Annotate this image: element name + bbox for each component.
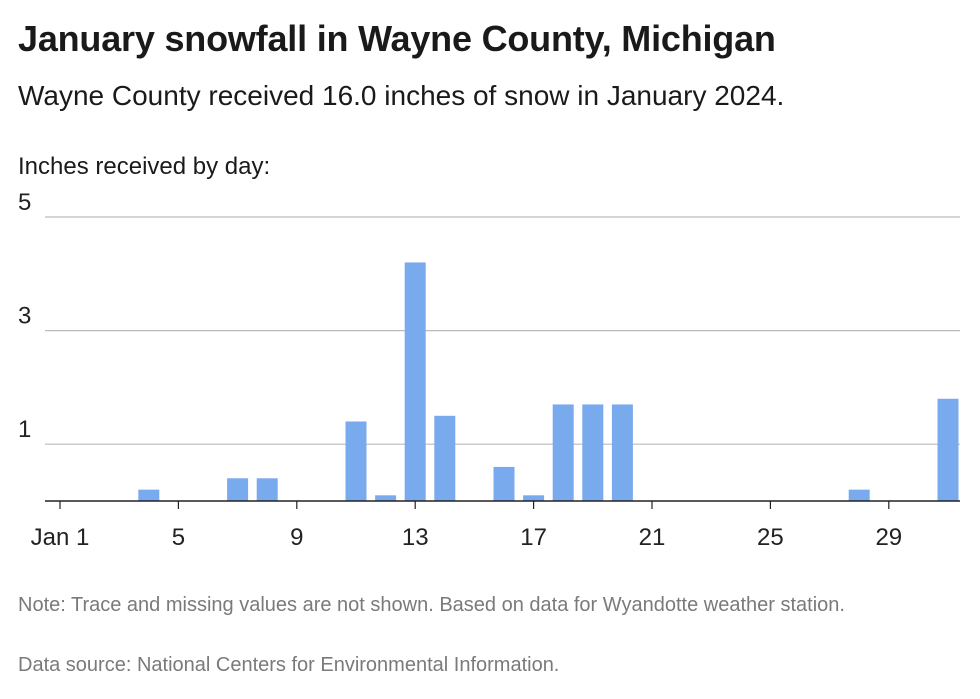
x-tick-label: Jan 1 (31, 524, 90, 551)
y-tick-label: 5 (18, 189, 31, 216)
bar-jan-8 (256, 478, 278, 501)
bar-jan-12 (375, 495, 397, 501)
x-tick-label: 13 (402, 524, 429, 551)
bar-jan-4 (138, 489, 160, 501)
bar-jan-19 (582, 404, 604, 501)
x-tick-label: 21 (639, 524, 666, 551)
bar-jan-7 (227, 478, 249, 501)
chart-subtitle: Wayne County received 16.0 inches of sno… (18, 80, 785, 111)
y-tick-label: 1 (18, 416, 31, 443)
bar-jan-20 (611, 404, 633, 501)
chart-note: Note: Trace and missing values are not s… (18, 594, 845, 616)
x-tick-label: 17 (520, 524, 547, 551)
x-tick-label: 25 (757, 524, 784, 551)
bar-jan-16 (493, 466, 515, 501)
x-tick-label: 9 (290, 524, 303, 551)
x-tick-label: 5 (172, 524, 185, 551)
chart-title: January snowfall in Wayne County, Michig… (18, 18, 776, 59)
x-tick-label: 29 (875, 524, 902, 551)
data-source: Data source: National Centers for Enviro… (18, 654, 560, 676)
bar-jan-11 (345, 421, 367, 501)
bar-jan-18 (552, 404, 574, 501)
y-tick-label: 3 (18, 303, 31, 330)
y-axis-label: Inches received by day: (18, 153, 271, 180)
bar-jan-28 (848, 489, 870, 501)
bar-jan-14 (434, 415, 456, 501)
bar-jan-31 (937, 398, 959, 501)
bar-jan-17 (523, 495, 545, 501)
bar-jan-13 (404, 262, 426, 501)
